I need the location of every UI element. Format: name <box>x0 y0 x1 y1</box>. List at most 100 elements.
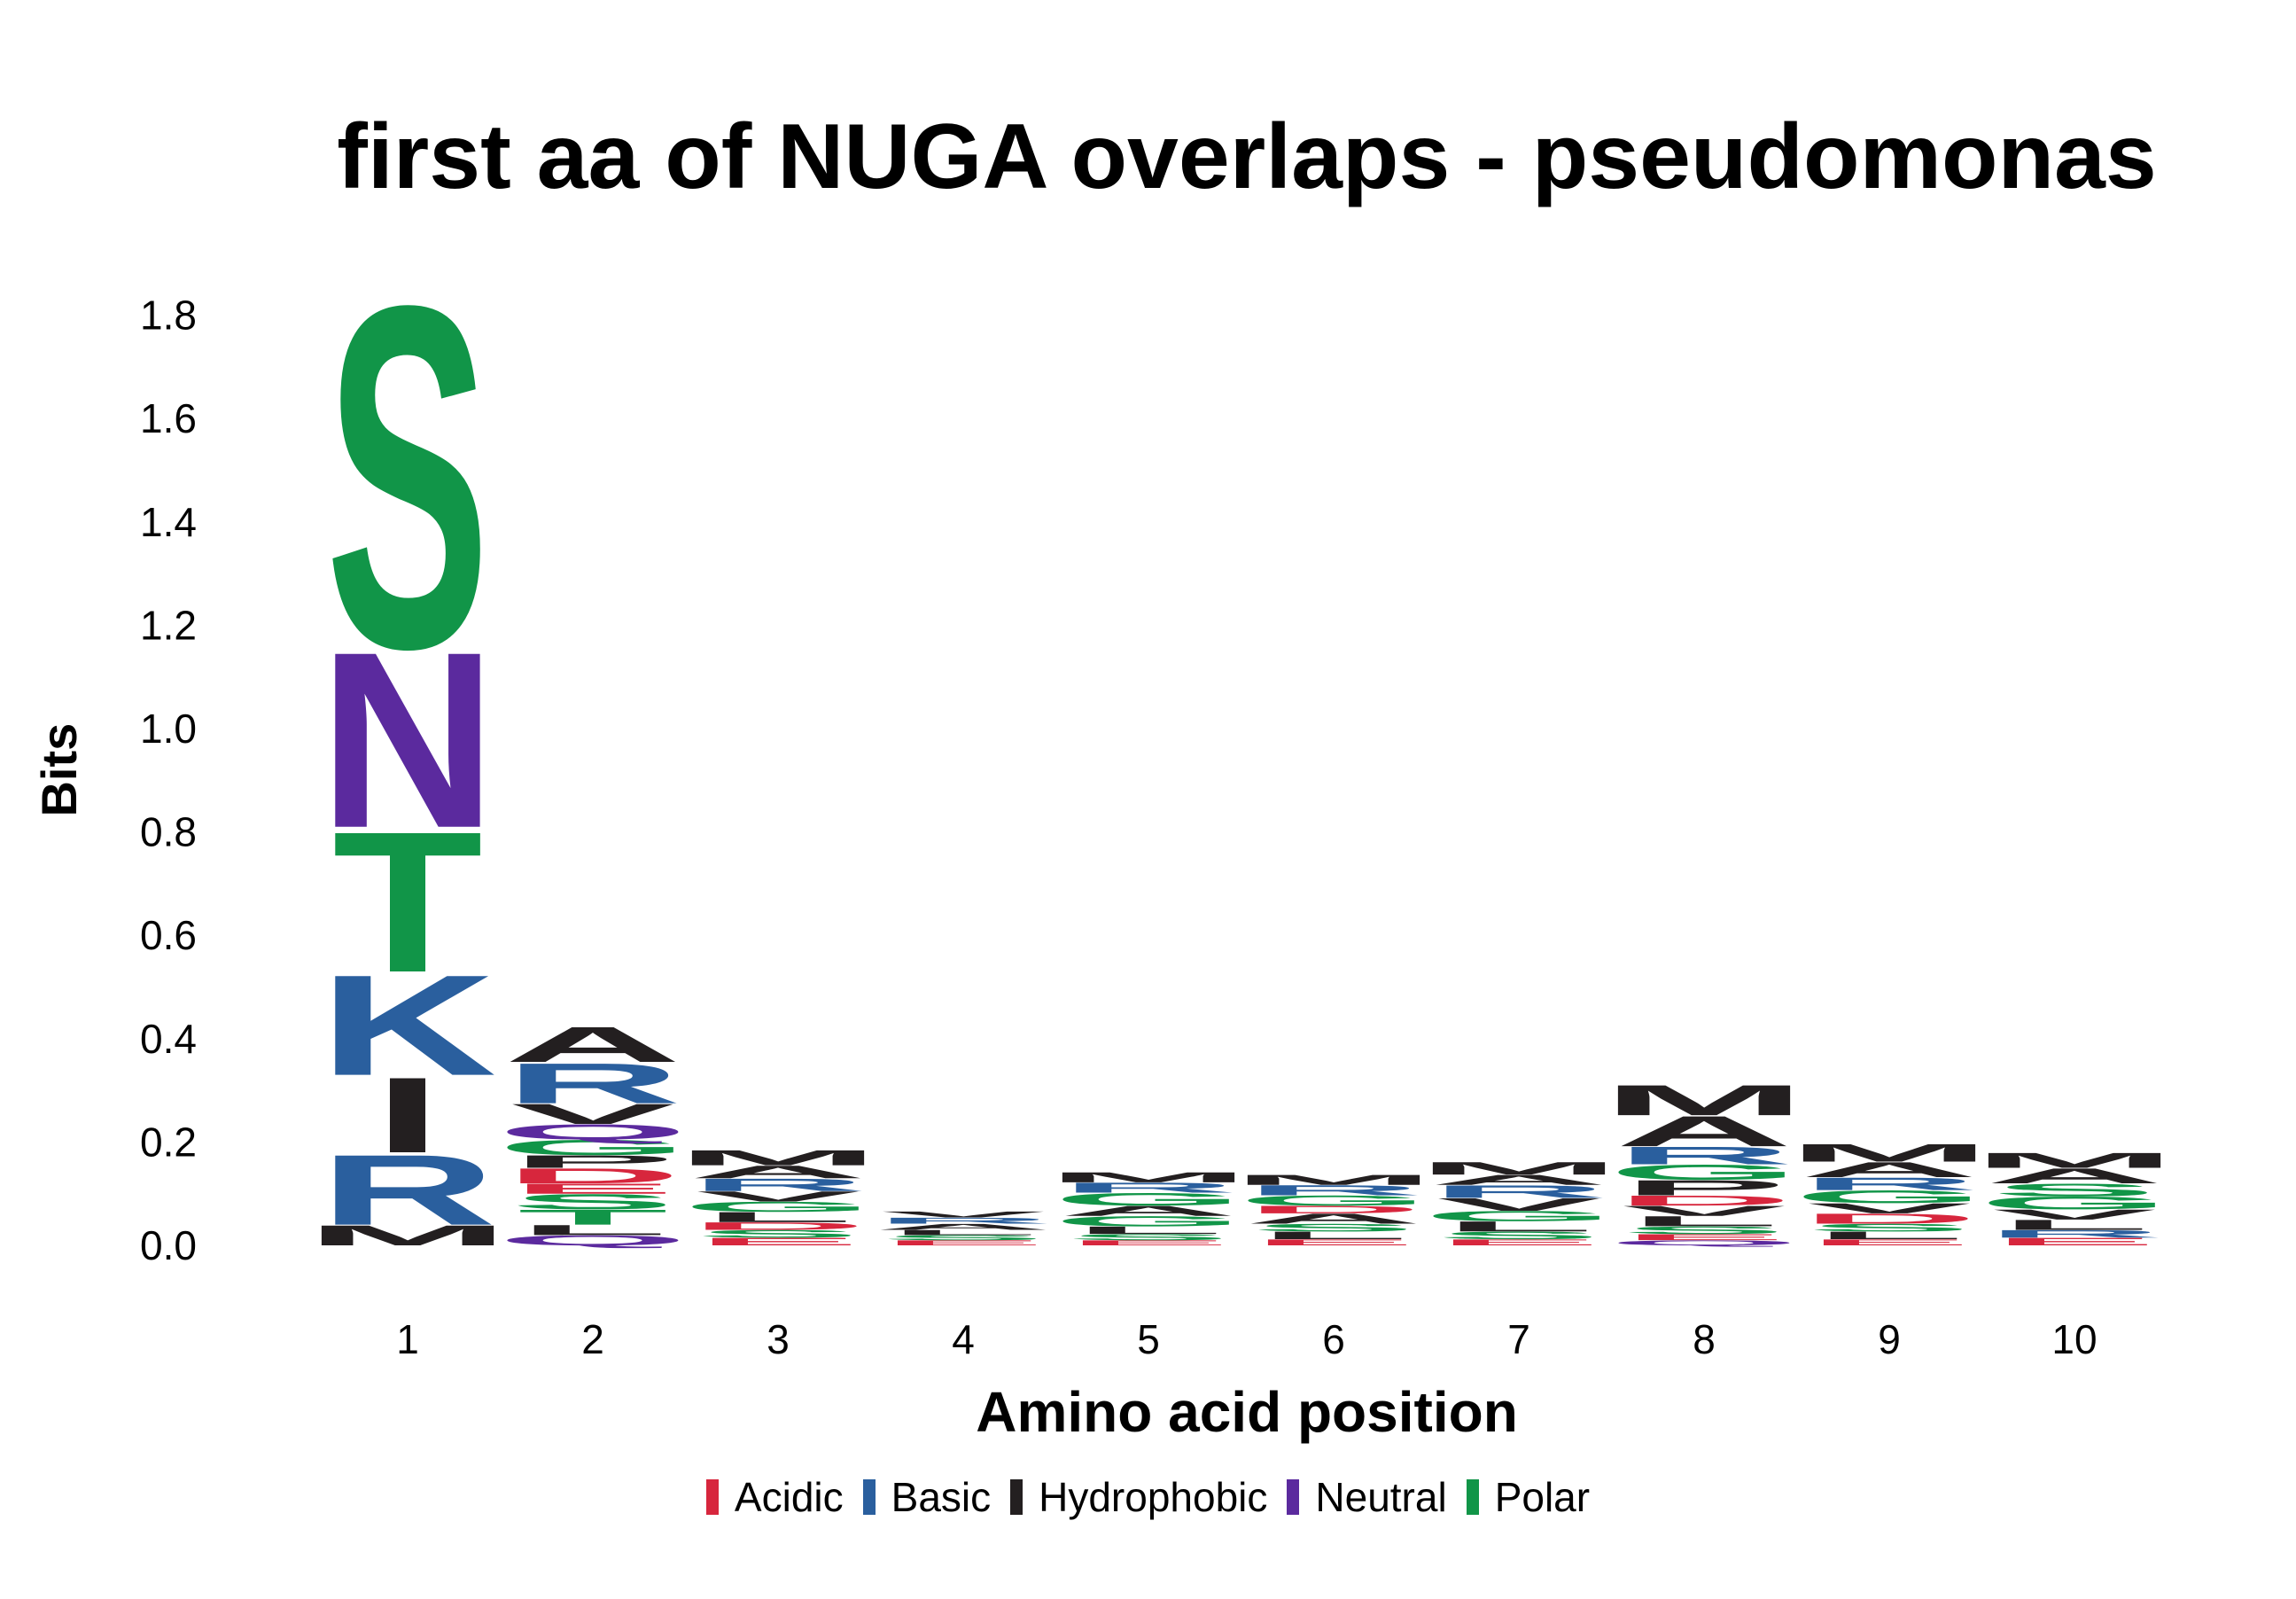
logo-letter-S: S <box>325 205 489 750</box>
logo-letter-glyph: L <box>1999 1217 2150 1233</box>
logo-letter-glyph: L <box>1444 1219 1594 1235</box>
logo-letter-M: M <box>1601 1076 1806 1124</box>
logo-letter-glyph: A <box>504 1017 682 1072</box>
y-tick-label: 1.2 <box>140 602 197 648</box>
legend-item: Acidic <box>705 1473 844 1521</box>
logo-letter-glyph: V <box>1436 1195 1600 1215</box>
logo-letter-glyph: L <box>703 1209 853 1225</box>
logo-letter-M: M <box>1972 1149 2176 1173</box>
x-tick-label: 5 <box>1137 1316 1160 1362</box>
logo-letter-glyph: V <box>1622 1203 1786 1219</box>
y-tick-label: 1.8 <box>140 292 197 339</box>
legend-label: Acidic <box>734 1474 844 1520</box>
logo-letter-T: T <box>518 1205 668 1229</box>
logo-letter-glyph: G <box>1794 1187 1985 1207</box>
logo-letter-glyph: S <box>1251 1221 1415 1234</box>
legend-item: Polar <box>1466 1473 1590 1521</box>
logo-letter-M: M <box>305 1220 510 1252</box>
logo-letter-R: R <box>504 1051 682 1116</box>
logo-letter-G: G <box>1053 1190 1244 1210</box>
x-tick-label: 8 <box>1693 1316 1716 1362</box>
logo-letter-I: I <box>373 1056 441 1175</box>
logo-letter-L: L <box>1814 1229 1965 1242</box>
logo-letter-glyph: L <box>1073 1224 1224 1236</box>
x-tick-label: 10 <box>2051 1316 2097 1362</box>
logo-letter-R: R <box>1060 1180 1238 1196</box>
logo-letter-E: E <box>1992 1236 2156 1248</box>
y-axis-label: Bits <box>31 723 87 817</box>
logo-letter-R: R <box>1430 1182 1608 1202</box>
logo-letter-glyph: A <box>1245 1211 1423 1227</box>
logo-letter-D: D <box>1615 1192 1794 1208</box>
logo-letter-glyph: G <box>497 1135 689 1159</box>
logo-letter-glyph: S <box>1992 1180 2156 1200</box>
logo-letter-M: M <box>675 1146 880 1170</box>
logo-letter-G: G <box>682 1198 874 1214</box>
logo-letter-glyph: V <box>510 1098 674 1130</box>
legend-swatch <box>862 1479 876 1515</box>
logo-letter-glyph: M <box>1601 1076 1806 1124</box>
logo-letter-Q: Q <box>1608 1239 1800 1247</box>
legend-label: Neutral <box>1315 1474 1447 1520</box>
logo-letter-V: V <box>1807 1200 1971 1216</box>
logo-letter-D: D <box>1245 1204 1423 1216</box>
logo-letter-glyph: A <box>1801 1158 1979 1182</box>
logo-letter-E: E <box>1622 1232 1786 1242</box>
logo-letter-glyph: R <box>1245 1182 1423 1198</box>
logo-letter-G: G <box>1979 1193 2170 1213</box>
logo-letter-glyph: E <box>696 1236 860 1248</box>
logo-letter-glyph: S <box>510 1190 674 1213</box>
logo-letter-Q: Q <box>497 1232 689 1248</box>
logo-letter-glyph: G <box>682 1198 874 1214</box>
logo-letter-glyph: E <box>881 1239 1045 1247</box>
logo-letter-S: S <box>1992 1180 2156 1200</box>
logo-letter-L: L <box>1073 1224 1224 1236</box>
logo-letter-V: V <box>696 1189 860 1205</box>
logo-letter-glyph: S <box>1622 1224 1786 1236</box>
logo-letter-glyph: D <box>689 1221 868 1233</box>
legend-swatch <box>705 1479 719 1515</box>
logo-letter-D: D <box>689 1221 868 1233</box>
logo-letter-A: A <box>504 1017 682 1072</box>
logo-letter-S: S <box>1622 1224 1786 1236</box>
logo-letter-glyph: S <box>1066 1232 1230 1242</box>
logo-letter-V: V <box>1436 1195 1600 1215</box>
y-tick-label: 0.0 <box>140 1222 197 1268</box>
logo-letter-S: S <box>881 1234 1045 1242</box>
logo-letter-A: A <box>689 1162 868 1182</box>
y-tick-label: 0.6 <box>140 912 197 958</box>
logo-letter-K: K <box>319 946 497 1106</box>
logo-letter-glyph: L <box>518 1222 668 1238</box>
logo-letter-glyph: L <box>1258 1229 1409 1242</box>
logo-letter-E: E <box>1436 1237 1600 1247</box>
logo-letter-glyph: L <box>888 1228 1039 1236</box>
y-tick-label: 1.6 <box>140 395 197 441</box>
logo-letter-G: G <box>1423 1208 1615 1224</box>
logo-letter-G: G <box>1794 1187 1985 1207</box>
logo-letter-R: R <box>319 1134 497 1246</box>
logo-letter-glyph: A <box>1615 1107 1794 1155</box>
logo-letter-glyph: D <box>1245 1204 1423 1216</box>
logo-letter-R: R <box>875 1216 1053 1226</box>
logo-letter-D: D <box>1801 1211 1979 1227</box>
logo-letter-glyph: E <box>1066 1239 1230 1247</box>
logo-letter-glyph: M <box>1046 1169 1250 1185</box>
logo-letter-N: N <box>319 600 497 880</box>
logo-letter-glyph: R <box>875 1216 1053 1226</box>
logo-letter-R: R <box>689 1174 868 1195</box>
logo-letter-glyph: E <box>1251 1237 1415 1247</box>
logo-letter-glyph: Q <box>497 1232 689 1248</box>
x-tick-label: 2 <box>581 1316 604 1362</box>
logo-letter-glyph: R <box>1615 1142 1794 1170</box>
logo-letter-glyph: G <box>1053 1190 1244 1210</box>
x-axis-label: Amino acid position <box>976 1380 1518 1444</box>
logo-letter-T: T <box>332 789 483 1014</box>
logo-letter-G: G <box>1608 1160 1800 1184</box>
logo-letter-glyph: D <box>504 1164 682 1188</box>
logo-letter-glyph: D <box>1615 1192 1794 1208</box>
logo-letter-P: P <box>1622 1176 1786 1200</box>
x-tick-label: 4 <box>952 1316 975 1362</box>
logo-letter-Q: Q <box>497 1120 689 1144</box>
logo-letter-glyph: S <box>325 205 489 750</box>
logo-letter-L: L <box>1444 1219 1594 1235</box>
